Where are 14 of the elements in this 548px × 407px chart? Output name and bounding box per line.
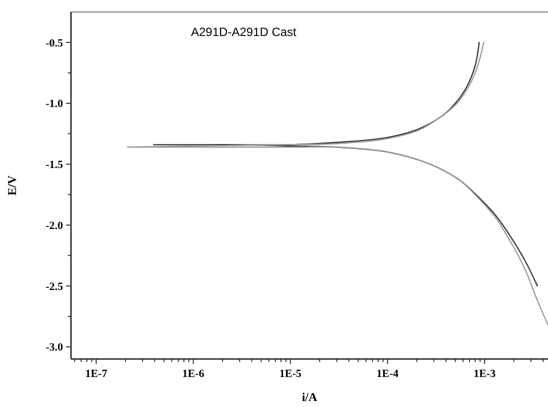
x-tick-label: 1E-4 <box>376 368 399 380</box>
y-tick-label: -1.5 <box>46 159 64 172</box>
y-tick-label: -2.5 <box>46 280 64 293</box>
y-tick-label: -3.0 <box>46 342 64 354</box>
y-tick-label: -0.5 <box>46 37 64 50</box>
y-tick-label: -2.0 <box>46 220 64 232</box>
y-axis-title: E/V <box>5 175 19 196</box>
x-tick-label: 1E-7 <box>85 368 108 380</box>
x-axis-title: i/A <box>302 390 318 404</box>
x-tick-label: 1E-3 <box>474 368 496 380</box>
x-tick-label: 1E-5 <box>279 368 302 380</box>
y-tick-label: -1.0 <box>46 98 64 110</box>
x-tick-label: 1E-6 <box>182 368 205 380</box>
text: A291D-A291D Cast <box>191 25 298 39</box>
